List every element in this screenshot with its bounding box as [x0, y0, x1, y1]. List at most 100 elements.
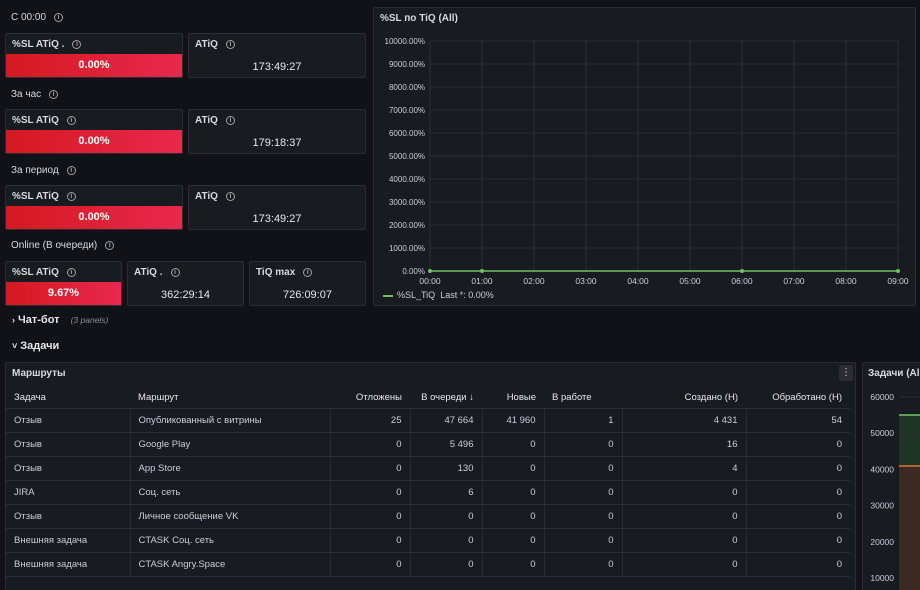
info-icon[interactable]: i — [303, 267, 313, 277]
table-row[interactable]: Отзыв Google Play 0 5 496 0 0 16 0 — [6, 432, 850, 457]
atiq-value: 179:18:37 — [252, 137, 302, 149]
sl-atiq-panel-online[interactable]: %SL ATiQ i 9.67% — [5, 261, 122, 306]
y-tick-label: 0.00% — [402, 267, 425, 276]
table-cell: 16 — [621, 432, 746, 457]
y-tick-label: 60000 — [870, 392, 894, 402]
table-cell: 0 — [621, 552, 746, 577]
table-cell: Внешняя задача — [6, 552, 130, 577]
info-icon[interactable]: i — [66, 115, 76, 125]
section-chatbot-title: Чат-бот — [18, 314, 60, 326]
info-icon[interactable]: i — [225, 191, 235, 201]
chart-title: %SL по TiQ (All) — [380, 13, 458, 24]
table-row[interactable]: Отзыв App Store 0 130 0 0 4 0 — [6, 456, 850, 481]
y-tick-label: 8000.00% — [389, 83, 425, 92]
info-icon[interactable]: i — [170, 267, 180, 277]
table-row[interactable]: JIRA Соц. сеть 0 6 0 0 0 0 — [6, 480, 850, 505]
col-header-new[interactable]: Новые — [482, 388, 544, 409]
table-cell: Отзыв — [6, 504, 130, 529]
x-tick-label: 03:00 — [575, 276, 597, 286]
col-header-in-queue[interactable]: В очереди ↓ — [410, 388, 482, 409]
y-tick-label: 10000 — [870, 573, 894, 583]
table-cell: Соц. сеть — [129, 480, 330, 505]
x-tick-label: 06:00 — [731, 276, 753, 286]
table-cell: 0 — [481, 456, 544, 481]
col-header-task[interactable]: Задача — [6, 388, 130, 409]
sl-value: 9.67% — [6, 282, 121, 305]
series-point[interactable] — [480, 269, 484, 273]
info-icon[interactable]: i — [66, 267, 76, 277]
info-icon[interactable]: i — [72, 39, 82, 49]
col-header-created[interactable]: Создано (H) — [622, 388, 746, 409]
panel-title: %SL ATiQ — [12, 267, 59, 278]
x-tick-label: 00:00 — [419, 276, 441, 286]
sl-tiq-chart-panel[interactable]: %SL по TiQ (All) 0.00% 1000.00% 2000.00% 30… — [373, 7, 916, 306]
table-cell: JIRA — [6, 480, 130, 505]
series-point[interactable] — [428, 269, 432, 273]
tiq-max-panel-online[interactable]: TiQ max i 726:09:07 — [249, 261, 366, 306]
table-row[interactable]: Внешняя задача CTASK Angry.Space 0 0 0 0 0 0 — [6, 552, 850, 577]
x-tick-label: 08:00 — [835, 276, 857, 286]
panel-menu-icon[interactable]: ⋮ — [839, 365, 853, 381]
col-header-route[interactable]: Маршрут — [130, 388, 330, 409]
row-title-online: Online (В очереди) i — [11, 240, 115, 251]
table-cell: 41 960 — [481, 408, 544, 433]
y-tick-label: 4000.00% — [389, 175, 425, 184]
routes-table: Задача Маршрут Отложены В очереди ↓ Новы… — [6, 388, 850, 577]
table-cell: 0 — [745, 480, 850, 505]
table-row[interactable]: Отзыв Личное сообщение VK 0 0 0 0 0 0 — [6, 504, 850, 529]
table-cell: 0 — [543, 456, 622, 481]
panel-title: ATiQ — [195, 115, 218, 126]
info-icon[interactable]: i — [105, 240, 115, 250]
atiq-panel-period[interactable]: ATiQ i 173:49:27 — [188, 185, 366, 230]
section-chatbot[interactable]: › Чат-бот (3 panels) — [12, 314, 108, 326]
table-cell: Личное сообщение VK — [129, 504, 330, 529]
sl-value: 0.00% — [6, 54, 182, 77]
info-icon[interactable]: i — [225, 39, 235, 49]
table-cell: 0 — [745, 528, 850, 553]
y-tick-label: 10000.00% — [385, 37, 425, 46]
table-cell: Внешняя задача — [6, 528, 130, 553]
panel-title: ATiQ — [195, 39, 218, 50]
sl-atiq-panel-period[interactable]: %SL ATiQ i 0.00% — [5, 185, 183, 230]
info-icon[interactable]: i — [225, 115, 235, 125]
info-icon[interactable]: i — [49, 89, 59, 99]
tasks-chart-title: Задачи (All — [868, 368, 920, 379]
series-point[interactable] — [896, 269, 900, 273]
col-header-processed[interactable]: Обработано (H) — [746, 388, 850, 409]
table-cell: 0 — [329, 552, 410, 577]
table-cell: 6 — [409, 480, 482, 505]
panel-title: %SL ATiQ — [12, 115, 59, 126]
table-cell: 54 — [745, 408, 850, 433]
y-tick-label: 5000.00% — [389, 152, 425, 161]
x-tick-label: 04:00 — [627, 276, 649, 286]
table-row[interactable]: Отзыв Опубликованный с витрины 25 47 664 41 … — [6, 408, 850, 433]
info-icon[interactable]: i — [66, 191, 76, 201]
x-tick-label: 09:00 — [887, 276, 909, 286]
tasks-chart-panel[interactable]: Задачи (All 60000 50000 40000 30000 20000 100… — [862, 362, 920, 590]
sl-value: 0.00% — [6, 130, 182, 153]
chart-legend[interactable]: %SL_TiQ Last *: 0.00% — [383, 290, 494, 300]
table-row[interactable]: Внешняя задача CTASK Соц. сеть 0 0 0 0 0 0 — [6, 528, 850, 553]
info-icon[interactable]: i — [54, 12, 64, 22]
col-header-postponed[interactable]: Отложены — [330, 388, 410, 409]
table-cell: Отзыв — [6, 408, 130, 433]
col-header-in-work[interactable]: В работе — [544, 388, 622, 409]
table-cell: 0 — [481, 504, 544, 529]
sl-atiq-panel-hour[interactable]: %SL ATiQ i 0.00% — [5, 109, 183, 154]
table-cell: Опубликованный с витрины — [129, 408, 330, 433]
section-tasks[interactable]: ˅ Задачи — [12, 340, 59, 352]
table-cell: 0 — [481, 528, 544, 553]
sort-down-icon: ↓ — [469, 392, 474, 404]
atiq-panel-since-midnight[interactable]: ATiQ i 173:49:27 — [188, 33, 366, 78]
atiq-panel-hour[interactable]: ATiQ i 179:18:37 — [188, 109, 366, 154]
table-cell: 25 — [329, 408, 410, 433]
info-icon[interactable]: i — [66, 165, 76, 175]
row-title-period: За период i — [11, 165, 76, 176]
table-cell: 0 — [745, 456, 850, 481]
y-tick-label: 9000.00% — [389, 60, 425, 69]
atiq-panel-online[interactable]: ATiQ . i 362:29:14 — [127, 261, 244, 306]
y-tick-label: 3000.00% — [389, 198, 425, 207]
sl-atiq-panel-since-midnight[interactable]: %SL ATiQ . i 0.00% — [5, 33, 183, 78]
series-point[interactable] — [740, 269, 744, 273]
table-cell: 4 431 — [621, 408, 746, 433]
